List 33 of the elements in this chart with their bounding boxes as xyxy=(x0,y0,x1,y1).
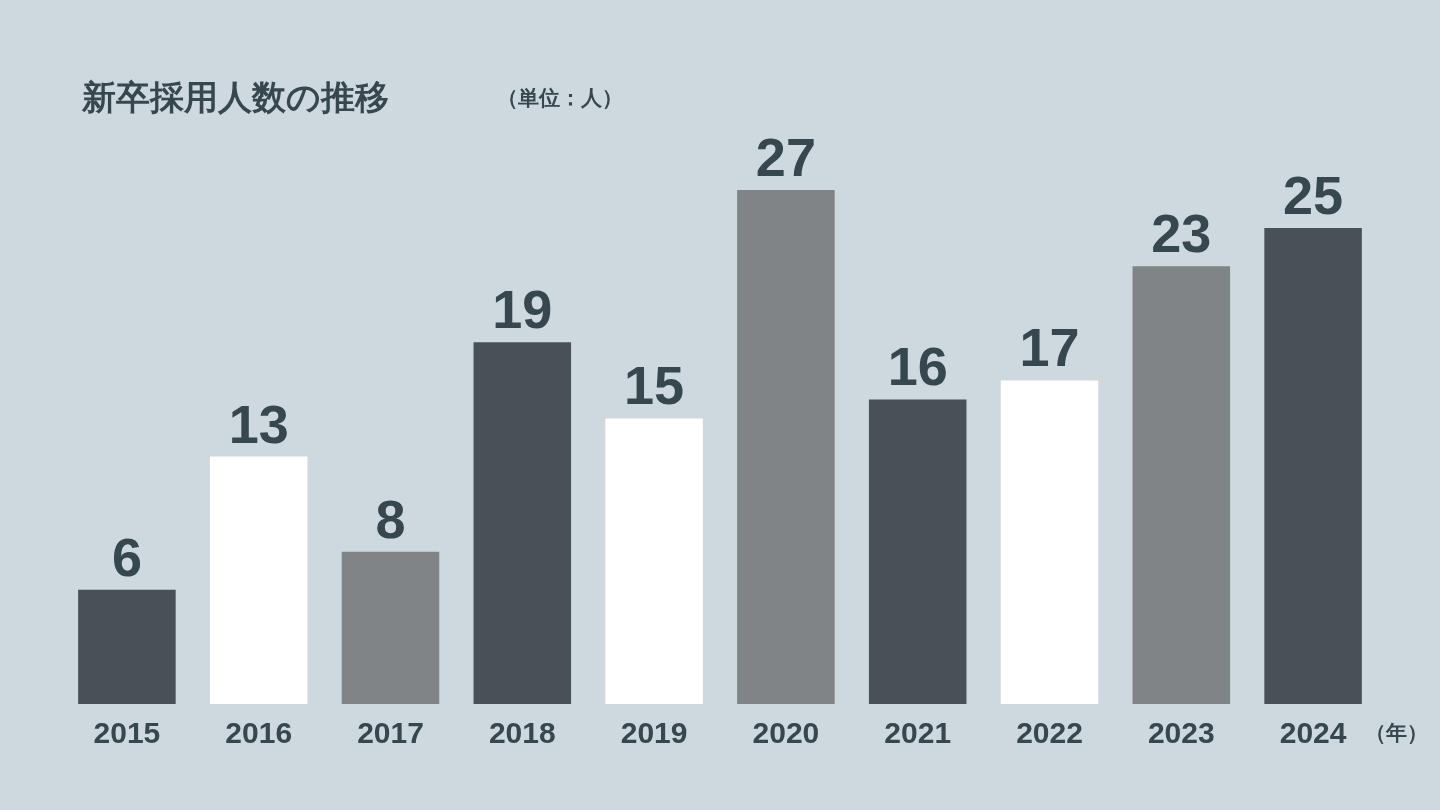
bar xyxy=(1132,266,1231,704)
bar xyxy=(868,399,967,704)
x-tick-label: 2017 xyxy=(357,716,424,749)
bar xyxy=(78,589,176,704)
bar xyxy=(605,418,703,704)
data-label: 13 xyxy=(228,393,289,454)
x-tick-label: 2023 xyxy=(1147,716,1215,749)
x-tick-label: 2015 xyxy=(93,716,161,749)
x-tick-label: 2018 xyxy=(488,716,556,749)
x-tick-label: 2022 xyxy=(1016,716,1083,749)
bar xyxy=(1000,380,1099,704)
x-axis-title: （年） xyxy=(1365,721,1428,744)
data-label: 19 xyxy=(492,279,553,340)
x-tick-label: 2016 xyxy=(225,716,293,749)
data-label: 6 xyxy=(111,526,142,587)
bar xyxy=(341,551,440,704)
x-tick-label: 2020 xyxy=(752,716,820,749)
x-tick-label: 2024 xyxy=(1279,716,1347,749)
data-label: 27 xyxy=(755,127,816,188)
data-label: 15 xyxy=(624,355,685,416)
data-label: 17 xyxy=(1019,317,1080,378)
x-tick-label: 2021 xyxy=(884,716,952,749)
bar xyxy=(1264,228,1362,704)
data-label: 16 xyxy=(887,336,948,397)
x-tick-label: 2019 xyxy=(620,716,688,749)
chart-subtitle: （単位：人） xyxy=(497,86,623,109)
bar xyxy=(737,190,835,704)
bar xyxy=(209,456,308,704)
data-label: 23 xyxy=(1151,203,1212,264)
data-label: 25 xyxy=(1283,165,1344,226)
bar xyxy=(473,342,572,704)
chart-title: 新卒採用人数の推移 xyxy=(81,77,389,116)
data-label: 8 xyxy=(375,488,406,549)
